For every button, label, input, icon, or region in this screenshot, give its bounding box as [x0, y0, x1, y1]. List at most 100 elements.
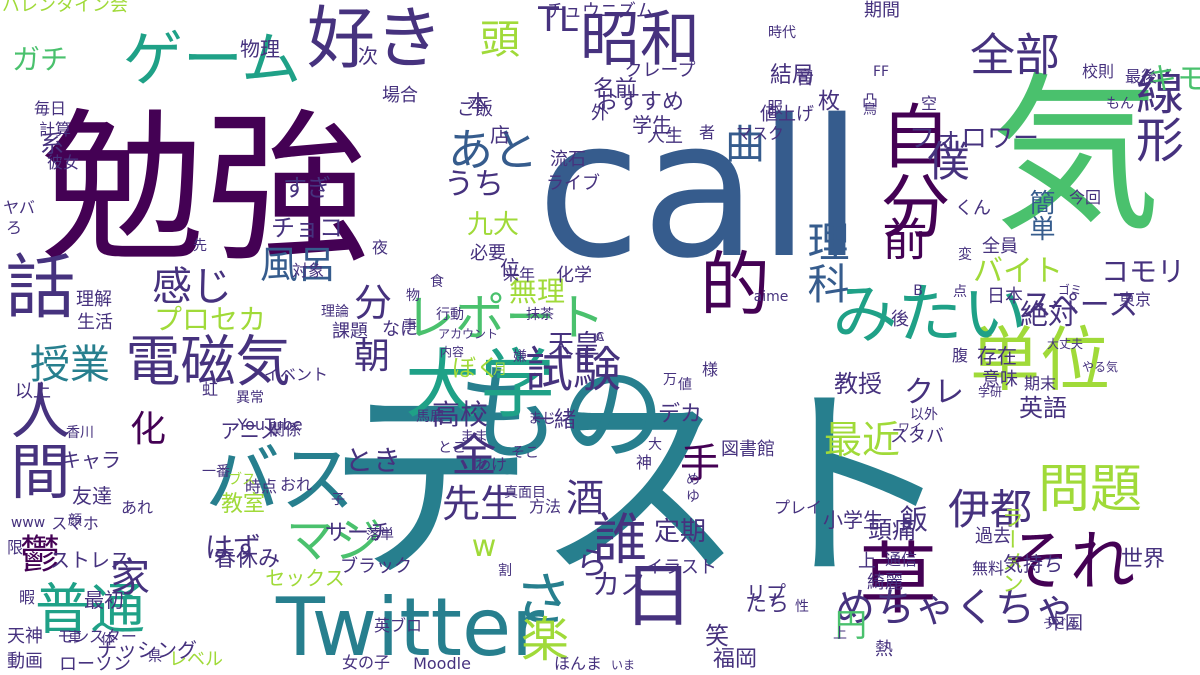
word-97: 教室 [220, 492, 266, 517]
word-138: なに [382, 319, 418, 340]
word-179: プロセカ [153, 303, 267, 336]
word-180: ブス [228, 472, 256, 488]
word-175: 学研 [977, 385, 1003, 399]
word-191: 凸 [861, 91, 879, 110]
word-178: ゴミ [1057, 283, 1083, 297]
word-7: 単位 [970, 319, 1110, 401]
word-156: 来年 [502, 265, 536, 284]
word-91: 値上げ [760, 104, 814, 125]
word-151: 場合 [382, 85, 418, 106]
word-187: 次 [358, 44, 378, 68]
word-135: 理解 [76, 289, 112, 310]
word-63: うち [444, 167, 504, 202]
word-143: 以上 [15, 381, 51, 402]
word-215: 車 [68, 630, 82, 646]
word-112: 上 [858, 551, 876, 572]
word-192: 鳥 [863, 102, 877, 118]
word-198: 変 [958, 247, 972, 263]
word-79: サーチ [324, 521, 392, 546]
word-64: クレ [904, 375, 964, 410]
word-56: 分 [353, 281, 393, 325]
word-42: 風呂 [259, 243, 337, 287]
word-195: 音 [796, 68, 814, 89]
word-194: 枚 [814, 89, 839, 111]
word-14: 好き [306, 0, 444, 79]
word-234: 落単 [366, 527, 394, 543]
word-30: 頭 [480, 17, 520, 63]
word-167: Moodle [413, 654, 471, 673]
word-132: 彼女 [46, 153, 80, 172]
word-28: 線形 [1127, 67, 1183, 163]
word-5: 自分 [869, 100, 951, 240]
word-114: 図書館 [721, 439, 775, 460]
word-106: イラスト [645, 557, 717, 578]
word-23: 普通 [34, 577, 146, 642]
word-118: チュウニズム [546, 1, 654, 22]
word-40: 授業 [30, 342, 110, 388]
word-197: くん [955, 198, 991, 219]
word-154: 必要 [470, 243, 506, 264]
word-88: 小学生 [823, 508, 883, 532]
word-27: 楽 [520, 612, 570, 668]
word-173: スタバ [890, 426, 944, 447]
word-82: 一緒 [531, 408, 577, 433]
word-145: 中国 [1047, 613, 1083, 634]
word-124: 外 [591, 103, 609, 124]
word-11: それ [1004, 524, 1136, 600]
word-89: 世界 [1120, 547, 1166, 572]
word-100: ストレス [50, 548, 130, 572]
word-203: 様 [701, 360, 719, 379]
word-122: おすすめ [595, 90, 685, 115]
word-13: レポート [405, 289, 605, 347]
word-16: ゲーム [122, 25, 302, 95]
word-242: FF [872, 64, 890, 80]
word-240: 以外 [910, 407, 938, 423]
word-230: 異常 [236, 390, 264, 406]
word-92: 結局 [769, 63, 815, 88]
word-226: まじ [528, 411, 556, 427]
word-232: 一番 [202, 464, 230, 480]
word-150: 今回 [1068, 188, 1102, 207]
word-24: バス [204, 435, 356, 524]
word-70: 絶対 [1019, 298, 1077, 331]
word-98: 友達 [72, 484, 112, 508]
word-210: 物 [406, 288, 420, 304]
word-9: 話 [0, 250, 76, 320]
word-2: 勉強 [40, 93, 370, 286]
word-8: 大学 [404, 340, 556, 429]
word-29: 全部 [969, 28, 1061, 82]
word-35: 僕 [921, 139, 970, 181]
word-134: 理論 [321, 304, 349, 320]
word-177: 期末 [1023, 374, 1057, 393]
word-189: 者 [698, 123, 716, 142]
word-228: 嫌 [513, 349, 527, 365]
word-239: www [10, 515, 46, 531]
word-224: とこ [438, 440, 466, 456]
word-104: 天神 [7, 626, 43, 647]
word-58: 化 [129, 409, 167, 450]
word-43: 曲 [725, 122, 765, 168]
word-237: 時代 [768, 25, 796, 41]
word-243: B [913, 283, 923, 299]
word-136: 生活 [77, 312, 113, 333]
word-123: 名前 [592, 77, 638, 102]
word-99: スマホ [51, 514, 99, 533]
word-22: 問題 [1037, 460, 1143, 520]
word-34: 理科 [801, 220, 850, 304]
word-212: 顔 [68, 513, 82, 529]
word-139: 内容 [439, 345, 465, 359]
word-50: 家 [110, 555, 150, 601]
word-25: 誰 [592, 507, 648, 572]
word-140: イベント [263, 365, 329, 384]
word-190: 服 [766, 98, 784, 117]
word-68: 九大 [466, 210, 520, 240]
word-213: 限 [6, 538, 24, 557]
word-1: call [536, 79, 864, 300]
word-87: 福岡 [712, 647, 758, 672]
word-233: 割 [498, 563, 512, 579]
word-235: 馬鹿 [416, 409, 444, 425]
word-222: 値 [678, 377, 692, 393]
word-18: 試験 [524, 342, 622, 398]
word-21: 日 [623, 555, 693, 637]
